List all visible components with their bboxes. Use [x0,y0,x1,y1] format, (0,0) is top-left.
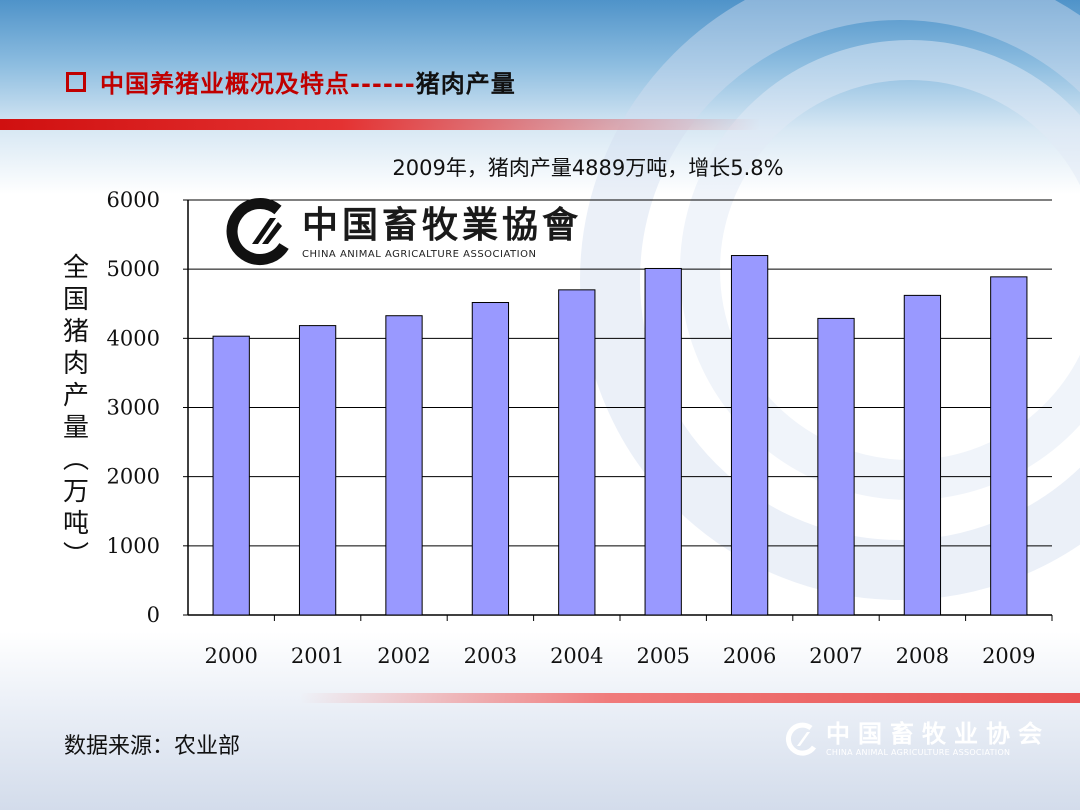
bullet-box-icon [66,71,86,92]
y-tick-label: 1000 [107,534,160,558]
slide-title-main: 中国养猪业概况及特点------ [100,70,416,98]
bar-2006 [730,255,769,616]
association-logo-top: 中国畜牧業協會 CHINA ANIMAL AGRICALTURE ASSOCIA… [226,196,582,266]
slide-title-suffix: 猪肉产量 [415,70,516,98]
bar-2008 [903,294,942,616]
footer-emblem-icon [785,722,817,756]
slide-title: 中国养猪业概况及特点------ 猪肉产量 [66,64,516,99]
x-tick-label: 2000 [204,644,257,668]
footer-accent-bar [300,693,1080,703]
chart-title: 2009年，猪肉产量4889万吨，增长5.8% [392,156,784,180]
association-name-cn: 中国畜牧業協會 [302,203,583,246]
y-tick-label: 3000 [107,396,160,420]
x-tick-label: 2008 [896,644,949,668]
bar-2004 [558,289,596,616]
x-tick-label: 2007 [809,644,862,668]
title-underline-bar [0,119,760,130]
association-emblem-icon [226,196,296,266]
x-tick-label: 2009 [982,644,1035,668]
association-logo-footer: 中国畜牧业协会 CHINA ANIMAL AGRICULTURE ASSOCIA… [784,720,1050,757]
association-name-en: CHINA ANIMAL AGRICALTURE ASSOCIATION [302,248,537,260]
y-tick-label: 2000 [107,465,160,489]
y-axis-label-wrapper: 全国猪肉产量（万吨） [54,248,94,578]
x-tick-label: 2004 [550,644,603,668]
bar-2002 [385,315,423,616]
y-tick-label: 4000 [107,326,160,350]
x-tick-label: 2002 [377,644,430,668]
footer-association-name-en: CHINA ANIMAL AGRICULTURE ASSOCIATION [826,748,1011,757]
x-tick-label: 2005 [636,644,689,668]
y-axis-label: 全国猪肉产量（万吨） [58,253,89,573]
bar-2007 [817,317,855,616]
x-tick-label: 2001 [291,644,344,668]
bar-2001 [298,325,337,616]
y-tick-label: 5000 [107,257,160,281]
bar-2000 [212,335,250,616]
x-tick-label: 2003 [464,644,517,668]
x-tick-label: 2006 [723,644,776,668]
bar-2009 [990,276,1028,616]
footer-association-name-cn: 中国畜牧业协会 [826,720,1050,748]
bar-2005 [644,267,682,616]
y-tick-label: 0 [147,603,160,627]
bar-2003 [471,302,510,616]
y-tick-label: 6000 [107,188,160,212]
data-source: 数据来源：农业部 [64,734,241,759]
